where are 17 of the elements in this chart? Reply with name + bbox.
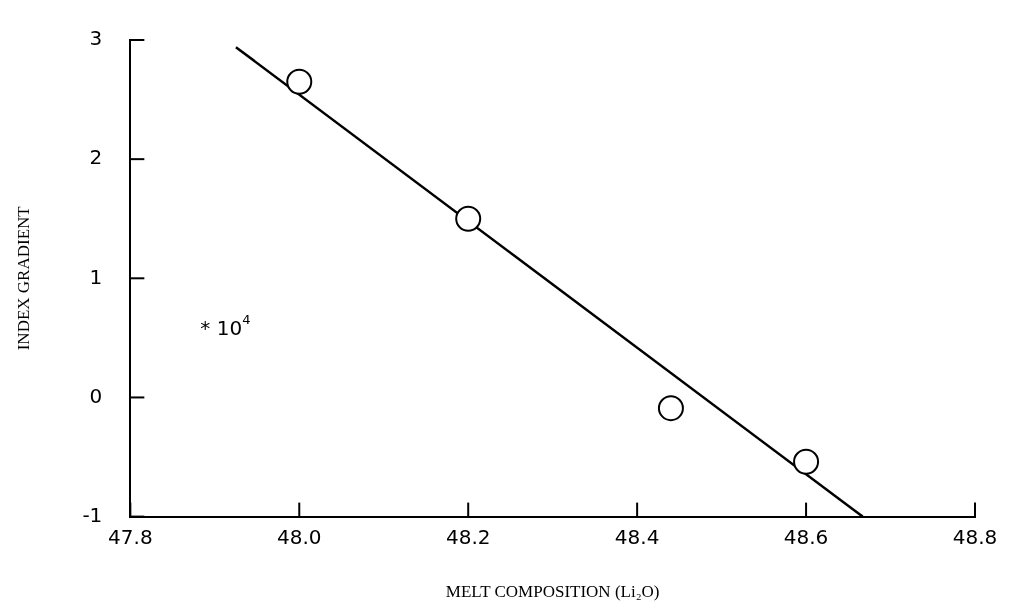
point	[657, 395, 684, 422]
x-tick-label: 48.0	[277, 524, 322, 549]
y-tick-label: 3	[89, 26, 103, 51]
y-tick-label: 0	[89, 383, 103, 408]
x-tick-label: 48.6	[783, 524, 829, 549]
y-tick-label: -1	[82, 502, 103, 527]
x-axis-title: MELT COMPOSITION (Li₂O)	[445, 582, 660, 602]
x-tick-label: 48.2	[445, 524, 491, 549]
point	[455, 205, 482, 232]
x-tick-label: 48.8	[952, 524, 998, 549]
point	[286, 68, 313, 95]
y-tick-label: 2	[89, 145, 103, 170]
y-axis-title: INDEX GRADIENT	[13, 205, 33, 351]
x-tick-label: 47.8	[108, 524, 153, 549]
x-tick-label: 48.4	[614, 524, 660, 549]
y-tick-label: 1	[89, 264, 103, 289]
point	[793, 448, 820, 475]
